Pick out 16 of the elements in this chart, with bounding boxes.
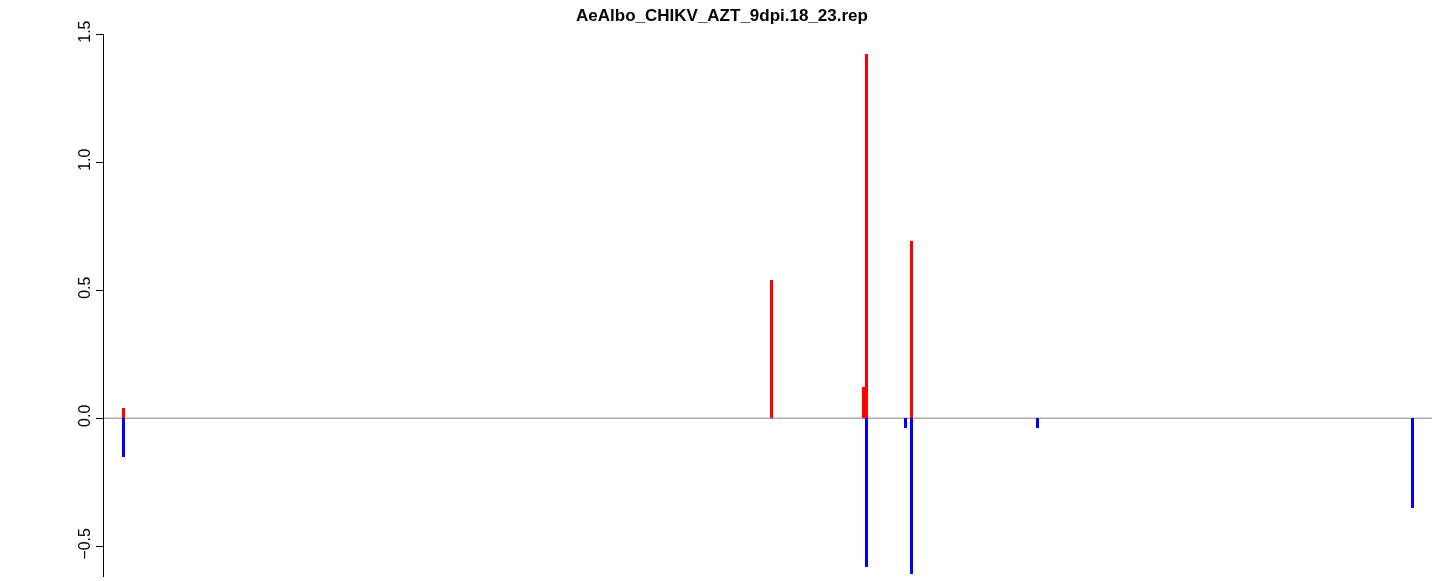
bar (122, 418, 125, 457)
bar (910, 418, 913, 574)
chart-title: AeAlbo_CHIKV_AZT_9dpi.18_23.rep (576, 5, 868, 25)
y-tick-label: 1.5 (75, 20, 93, 43)
bar (865, 418, 868, 567)
bar (904, 418, 907, 428)
y-tick-label: 0.0 (75, 404, 93, 427)
bar (910, 241, 913, 418)
y-tick-label: −0.5 (75, 527, 93, 560)
y-tick-label: 0.5 (75, 276, 93, 299)
y-tick-label: 1.0 (75, 148, 93, 171)
bar (1036, 418, 1039, 428)
bar (770, 280, 773, 418)
bar (122, 408, 125, 418)
bar (865, 54, 868, 418)
bar (1411, 418, 1414, 508)
